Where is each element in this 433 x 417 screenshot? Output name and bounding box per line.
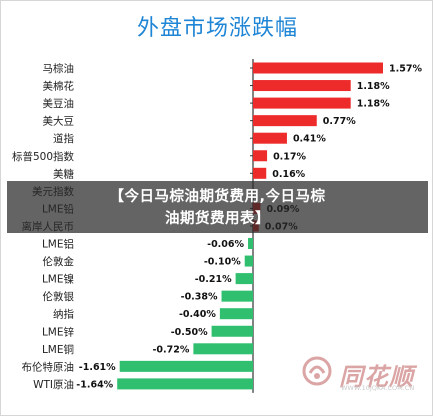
data-label: 0.16% <box>272 169 305 180</box>
watermark-url: WWW.10JQKA.COM.CN <box>341 384 415 392</box>
category-label: LME锌 <box>42 325 75 338</box>
data-label: 1.57% <box>389 64 422 75</box>
category-label: LME镍 <box>42 273 74 286</box>
bar-negative <box>193 343 253 355</box>
data-label: -0.38% <box>181 292 218 303</box>
category-label: 纳指 <box>53 308 74 321</box>
data-label: 0.77% <box>323 116 356 127</box>
chart-title: 外盘市场涨跌幅 <box>136 16 298 41</box>
data-label: -0.50% <box>171 327 208 338</box>
category-label: 美豆油 <box>43 97 75 110</box>
watermark-text: 同花顺 <box>339 363 414 391</box>
data-label: 1.18% <box>357 99 390 110</box>
bar-negative <box>219 308 253 320</box>
data-label: -0.72% <box>152 344 189 355</box>
watermark: 同花顺 WWW.10JQKA.COM.CN <box>301 351 426 392</box>
data-label: 1.18% <box>357 81 390 92</box>
bar-negative <box>211 325 253 337</box>
tonghuashun-logo-icon <box>302 356 332 386</box>
category-label: 布伦特原油 <box>22 360 75 373</box>
data-label: 0.17% <box>273 151 306 162</box>
data-label: -0.40% <box>179 309 216 320</box>
category-label: WTI原油 <box>33 378 74 391</box>
bar-negative <box>244 255 253 267</box>
data-label: -1.64% <box>76 379 113 390</box>
category-label: LME铝 <box>42 238 74 251</box>
bar-positive <box>253 97 351 109</box>
data-label: -0.06% <box>207 239 244 250</box>
bar-positive <box>253 150 268 162</box>
bar-negative <box>117 378 253 390</box>
bar-negative <box>248 238 253 249</box>
category-label: 美糖 <box>53 167 74 180</box>
category-label: 美大豆 <box>43 115 75 128</box>
category-label: 马棕油 <box>43 62 75 75</box>
data-label: -0.10% <box>204 257 241 268</box>
overlay-text-line2: 油期货费用表】 <box>165 211 270 227</box>
bar-positive <box>253 115 317 127</box>
overlay-banner: 【今日马棕油期货费用,今日马棕 油期货费用表】 <box>7 181 428 233</box>
category-label: 伦敦银 <box>43 290 75 303</box>
bar-negative <box>221 290 253 302</box>
category-label: 道指 <box>53 132 74 145</box>
bar-negative <box>235 273 253 285</box>
category-label: LME铜 <box>42 344 74 356</box>
category-label: 美棉花 <box>43 80 75 93</box>
data-label: 0.41% <box>293 134 326 145</box>
bar-positive <box>253 80 351 92</box>
data-label: -0.21% <box>195 274 232 285</box>
bar-positive <box>253 167 267 179</box>
bar-positive <box>253 132 287 144</box>
data-label: -1.61% <box>79 362 116 373</box>
bar-positive <box>253 62 383 74</box>
overlay-text-line1: 【今日马棕油期货费用,今日马棕 <box>109 189 326 205</box>
bar-negative <box>119 360 253 372</box>
category-label: 标普500指数 <box>12 150 75 163</box>
category-label: 伦敦金 <box>43 255 75 268</box>
